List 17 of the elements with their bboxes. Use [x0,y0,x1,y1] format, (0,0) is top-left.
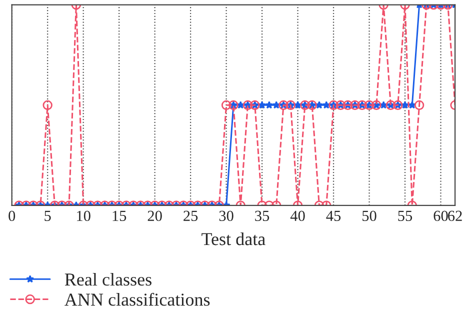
x-tick-label: 45 [326,210,341,222]
x-tick-label: 60 [434,210,448,222]
x-tick-label: 55 [398,210,412,222]
x-tick-label: 25 [184,210,198,222]
x-axis-title: Test data [202,232,266,246]
x-tick-label: 10 [77,210,90,222]
x-tick-label: 50 [362,210,376,222]
x-tick-label: 35 [255,210,270,222]
x-tick-label: 30 [219,210,234,222]
x-tick-label: 15 [112,210,126,222]
x-tick-label: 5 [44,210,51,222]
x-tick-label: 0 [8,210,16,222]
x-tick-label: 40 [290,210,305,222]
x-tick-label: 20 [148,210,162,222]
legend-label: Real classes [64,272,152,286]
x-tick-label: 62 [448,210,462,222]
legend-label: ANN classifications [64,292,210,306]
